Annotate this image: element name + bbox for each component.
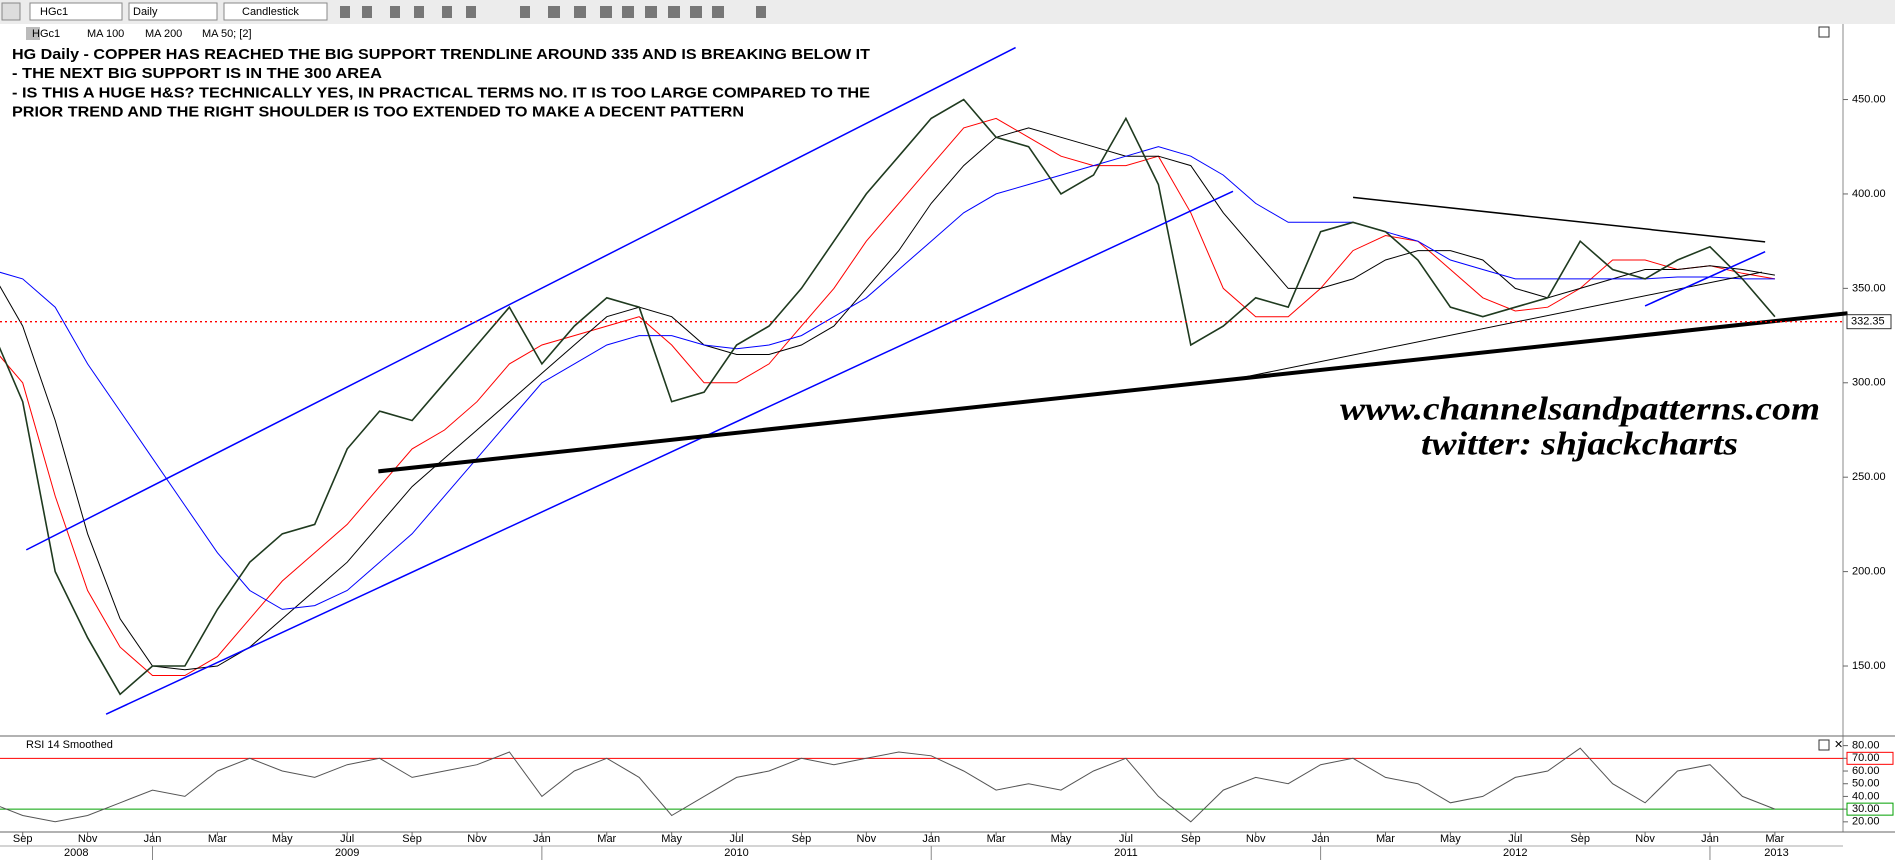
x-tick-label: Nov: [1635, 833, 1655, 845]
moving-average: [0, 146, 1775, 610]
x-tick-label: Jul: [1119, 833, 1133, 845]
x-tick-label: Nov: [467, 833, 487, 845]
year-label: 2008: [64, 847, 88, 859]
symbol-badge: [26, 27, 40, 40]
x-tick-label: Nov: [1246, 833, 1266, 845]
moving-average: [0, 117, 1775, 676]
year-label: 2012: [1503, 847, 1527, 859]
x-tick-label: Sep: [13, 833, 33, 845]
x-tick-label: Mar: [1765, 833, 1784, 845]
x-tick-label: Jan: [1701, 833, 1719, 845]
price-line: [0, 98, 1776, 696]
y-tick-label: 30.00: [1852, 803, 1880, 815]
symbol-input[interactable]: [29, 2, 123, 21]
legend-ma100: MA 100: [87, 28, 124, 40]
style-text: Candlestick: [242, 6, 299, 18]
year-label: 2009: [335, 847, 359, 859]
y-tick-label: 20.00: [1852, 816, 1880, 828]
trendline: [1352, 196, 1766, 243]
x-tick-label: Mar: [987, 833, 1006, 845]
x-tick-label: Jul: [730, 833, 744, 845]
y-tick-label: 50.00: [1852, 778, 1880, 790]
x-tick-label: May: [272, 833, 293, 845]
annotation: - IS THIS A HUGE H&S? TECHNICALLY YES, I…: [12, 84, 870, 101]
year-label: 2011: [1114, 847, 1138, 859]
trendline: [25, 46, 1016, 551]
annotation: HG Daily - COPPER HAS REACHED THE BIG SU…: [12, 46, 870, 63]
toolbar-icons[interactable]: [340, 6, 766, 18]
y-tick-label: 250.00: [1852, 471, 1886, 483]
symbol-text: HGc1: [40, 6, 68, 18]
year-label: 2010: [724, 847, 748, 859]
y-tick-label: 40.00: [1852, 790, 1880, 802]
legend-ma200: MA 200: [145, 28, 182, 40]
watermark: twitter: shjackcharts: [1421, 427, 1738, 463]
year-label: 2013: [1764, 847, 1788, 859]
y-tick-label: 200.00: [1852, 566, 1886, 578]
x-tick-label: Sep: [1181, 833, 1201, 845]
legend-symbol: HGc1: [32, 28, 60, 40]
tick-highlight: [1846, 751, 1894, 765]
annotation: PRIOR TREND AND THE RIGHT SHOULDER IS TO…: [12, 104, 744, 121]
x-tick-label: Jan: [1312, 833, 1330, 845]
x-tick-label: May: [1051, 833, 1072, 845]
rsi-title: RSI 14 Smoothed: [26, 739, 113, 751]
x-tick-label: Jan: [144, 833, 162, 845]
x-tick-label: Jul: [340, 833, 354, 845]
x-tick-label: Mar: [208, 833, 227, 845]
x-tick-label: Sep: [1570, 833, 1590, 845]
x-tick-label: Sep: [792, 833, 812, 845]
y-tick-label: 60.00: [1852, 765, 1880, 777]
annotation: - THE NEXT BIG SUPPORT IS IN THE 300 ARE…: [12, 65, 382, 82]
trendline: [378, 311, 1848, 474]
legend-ma50: MA 50; [2]: [202, 28, 252, 40]
maximize-button[interactable]: [1818, 739, 1830, 751]
x-tick-label: Sep: [402, 833, 422, 845]
x-tick-label: May: [1440, 833, 1461, 845]
x-tick-label: Mar: [597, 833, 616, 845]
x-tick-label: Nov: [78, 833, 98, 845]
y-tick-label: 150.00: [1852, 660, 1886, 672]
x-tick-label: Jul: [1508, 833, 1522, 845]
last-price-box: [1846, 314, 1892, 330]
tick-highlight: [1846, 802, 1894, 816]
trendline: [1219, 271, 1762, 383]
last-price-label: 332.35: [1851, 316, 1885, 328]
y-tick-label: 350.00: [1852, 282, 1886, 294]
interval-text: Daily: [133, 6, 158, 18]
x-tick-label: Jan: [922, 833, 940, 845]
close-button[interactable]: ✕: [1834, 739, 1843, 751]
y-tick-label: 400.00: [1852, 188, 1886, 200]
trendline: [1644, 251, 1766, 307]
interval-select[interactable]: [128, 2, 218, 21]
y-tick-label: 70.00: [1852, 752, 1880, 764]
moving-average: [0, 127, 1775, 671]
x-tick-label: Jan: [533, 833, 551, 845]
y-tick-label: 300.00: [1852, 377, 1886, 389]
x-tick-label: Nov: [857, 833, 877, 845]
y-tick-label: 80.00: [1852, 740, 1880, 752]
watermark: www.channelsandpatterns.com: [1340, 392, 1820, 428]
rsi-line: [0, 747, 1776, 823]
menu-button[interactable]: [1, 2, 21, 21]
trendline: [105, 190, 1234, 715]
y-tick-label: 450.00: [1852, 93, 1886, 105]
plot-background: [0, 24, 1843, 860]
maximize-button[interactable]: [1818, 26, 1830, 38]
style-select[interactable]: [223, 2, 328, 21]
x-tick-label: Mar: [1376, 833, 1395, 845]
x-tick-label: May: [661, 833, 682, 845]
